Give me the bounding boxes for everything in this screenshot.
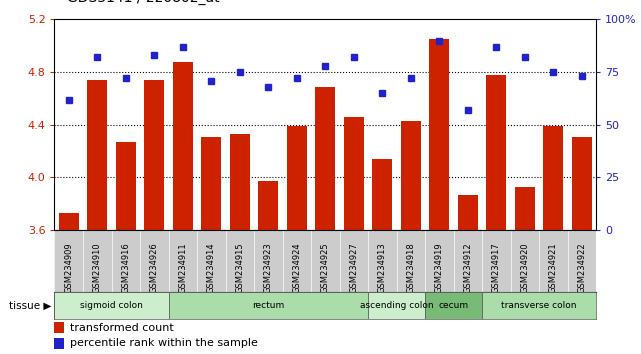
Bar [201,137,221,230]
Text: percentile rank within the sample: percentile rank within the sample [70,338,258,348]
Text: ascending colon: ascending colon [360,301,433,310]
Bar [315,87,335,230]
Bar [173,62,193,230]
Text: transformed count: transformed count [70,322,174,332]
Text: sigmoid colon: sigmoid colon [80,301,143,310]
Bar [144,80,164,230]
Bar [458,195,478,230]
Bar [54,338,64,349]
Bar [429,39,449,230]
Text: cecum: cecum [438,301,469,310]
Bar [258,181,278,230]
Bar [287,126,307,230]
Bar [572,137,592,230]
Bar [487,75,506,230]
Bar [344,117,364,230]
Bar [116,142,136,230]
Text: GDS3141 / 220802_at: GDS3141 / 220802_at [67,0,220,5]
Bar [87,80,107,230]
Bar [515,187,535,230]
Bar [169,292,368,319]
Bar [372,159,392,230]
Bar [482,292,596,319]
Text: transverse colon: transverse colon [501,301,577,310]
Bar [59,213,79,230]
Bar [54,322,64,333]
Text: tissue ▶: tissue ▶ [9,300,51,310]
Text: rectum: rectum [252,301,285,310]
Bar [230,134,250,230]
Bar [401,121,420,230]
Bar [544,126,563,230]
Bar [425,292,482,319]
Bar [368,292,425,319]
Bar [54,292,169,319]
